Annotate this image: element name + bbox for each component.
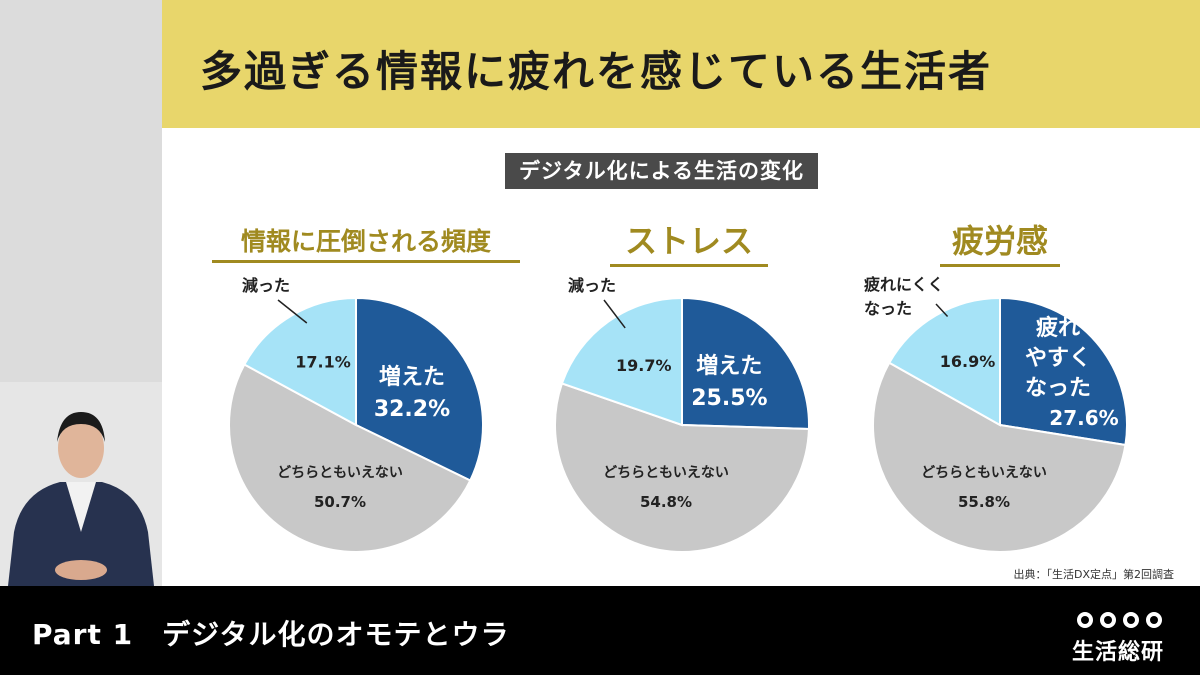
footer-bar <box>0 586 1200 675</box>
slice-label: どちらともいえない <box>277 465 403 481</box>
slice-value-label: 50.7% <box>314 493 366 511</box>
chart-title-information-overload: 情報に圧倒される頻度 <box>212 222 520 263</box>
logo-text: 生活総研 <box>1072 640 1165 665</box>
chart-title-stress: ストレス <box>610 216 768 267</box>
slice-label: どちらともいえない <box>921 465 1047 481</box>
pie-slice <box>554 382 810 554</box>
slice-value-label: 54.8% <box>640 493 692 511</box>
chart-subtitle: デジタル化による生活の変化 <box>505 153 818 189</box>
slice-value-label: 19.7% <box>616 356 672 375</box>
leader-line <box>935 303 949 318</box>
slice-label: やすく <box>1025 346 1091 371</box>
slice-value-label: 25.5% <box>691 386 767 411</box>
page-title: 多過ぎる情報に疲れを感じている生活者 <box>200 47 993 96</box>
logo-circles-icon <box>1077 612 1162 628</box>
slice-value-label: 17.1% <box>295 353 351 372</box>
pie-slice <box>871 361 1127 553</box>
header-banner <box>162 0 1200 128</box>
leader-line <box>277 299 308 324</box>
pie-slice <box>887 296 1001 427</box>
pie-slice <box>999 296 1128 447</box>
slice-value-label: 16.9% <box>940 352 996 371</box>
slice-label: どちらともいえない <box>603 465 729 481</box>
slice-label: なった <box>864 299 912 318</box>
slice-value-label: 27.6% <box>1049 406 1118 430</box>
pie-slice <box>228 363 472 553</box>
leader-line <box>603 299 626 329</box>
slice-label: 減った <box>568 276 616 295</box>
slice-label: 疲れ <box>1036 315 1080 341</box>
presenter-video <box>0 382 162 586</box>
pie-slice <box>681 296 810 431</box>
slice-label: なった <box>1025 376 1091 401</box>
pie-slice <box>355 296 484 482</box>
pie-slice <box>242 296 357 427</box>
slice-value-label: 32.2% <box>374 397 450 422</box>
chart-title-fatigue: 疲労感 <box>940 216 1060 267</box>
footer-part-title: Part 1 デジタル化のオモテとウラ <box>32 618 510 651</box>
pie-slice <box>560 296 683 427</box>
source-note: 出典：「生活DX定点」第2回調査 <box>1013 568 1174 581</box>
slice-label: 増えた <box>696 353 762 379</box>
slice-label: 減った <box>242 276 290 295</box>
slice-label: 疲れにくく <box>864 275 944 294</box>
slice-value-label: 55.8% <box>958 493 1010 511</box>
slice-label: 増えた <box>379 364 445 390</box>
